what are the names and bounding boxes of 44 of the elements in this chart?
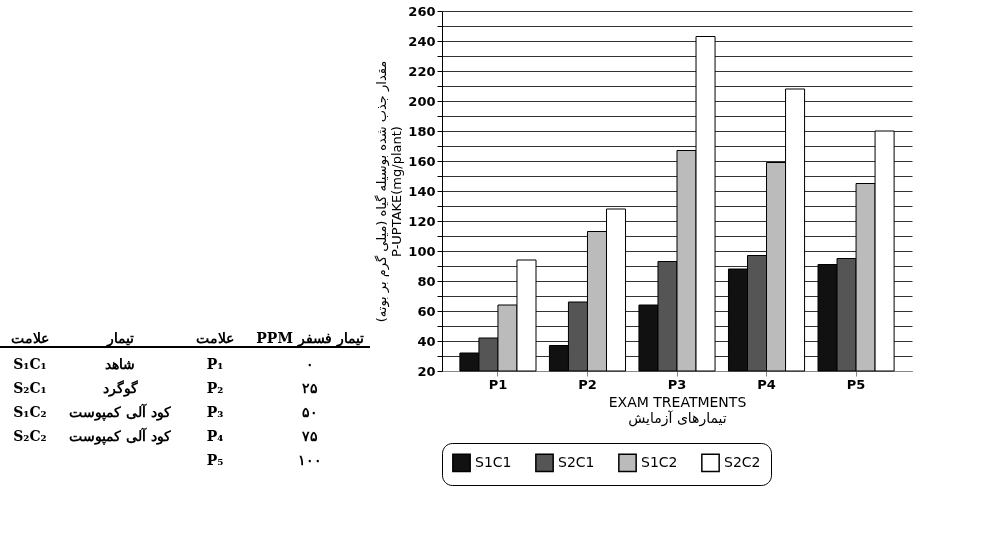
y-tick-label: 160	[408, 153, 436, 169]
text: علامت	[180, 330, 250, 348]
x-tick-label: P3	[667, 376, 687, 392]
text: S₁C₂	[12, 404, 48, 420]
text: کود آلی کمپوست	[68, 428, 172, 444]
text: S₂C₁	[12, 380, 48, 396]
y-tick-label: 260	[408, 3, 436, 19]
y-tick-label: 100	[408, 243, 436, 259]
text: P₁	[205, 356, 225, 372]
y-tick-label: 60	[417, 303, 436, 319]
y-tick-label: 180	[408, 123, 436, 139]
text: ۰	[305, 356, 315, 372]
text: P₅	[205, 452, 225, 468]
y-tick-label: 80	[417, 273, 436, 289]
x-tick-label: P4	[757, 376, 776, 392]
text: S₂C₂	[12, 428, 48, 444]
y-tick-label: 200	[408, 93, 436, 109]
text: P₂	[205, 380, 225, 396]
y-tick-label: 120	[408, 213, 436, 229]
y-tick-label: 240	[408, 33, 436, 49]
x-tick-label: P1	[488, 376, 508, 392]
text: شاهد	[104, 356, 136, 372]
x-tick-label: P5	[846, 376, 866, 392]
legend-label: S2C2	[724, 453, 761, 470]
text: P₄	[205, 428, 225, 444]
text: S₁C₁	[12, 356, 48, 372]
text: ۲۵	[301, 380, 319, 396]
y-tick-label: 40	[417, 333, 436, 349]
text: علامت	[0, 330, 60, 348]
text: P₃	[205, 404, 225, 420]
legend-label: S2C1	[558, 453, 595, 470]
text: گوگرد	[101, 380, 139, 396]
text: تیمار	[60, 330, 180, 348]
y-tick-label: 220	[408, 63, 436, 79]
legend-label: S1C2	[641, 453, 678, 470]
text: کود آلی کمپوست	[68, 404, 172, 420]
x-tick-label: P2	[578, 376, 597, 392]
legend-label: S1C1	[475, 453, 512, 470]
text: ۷۵	[301, 428, 319, 444]
text: ۵۰	[301, 404, 319, 420]
text: تیمار فسفر PPM	[250, 330, 370, 348]
y-tick-label: 20	[417, 363, 436, 379]
y-tick-label: 140	[408, 183, 436, 199]
text: ۱۰۰	[297, 452, 323, 468]
